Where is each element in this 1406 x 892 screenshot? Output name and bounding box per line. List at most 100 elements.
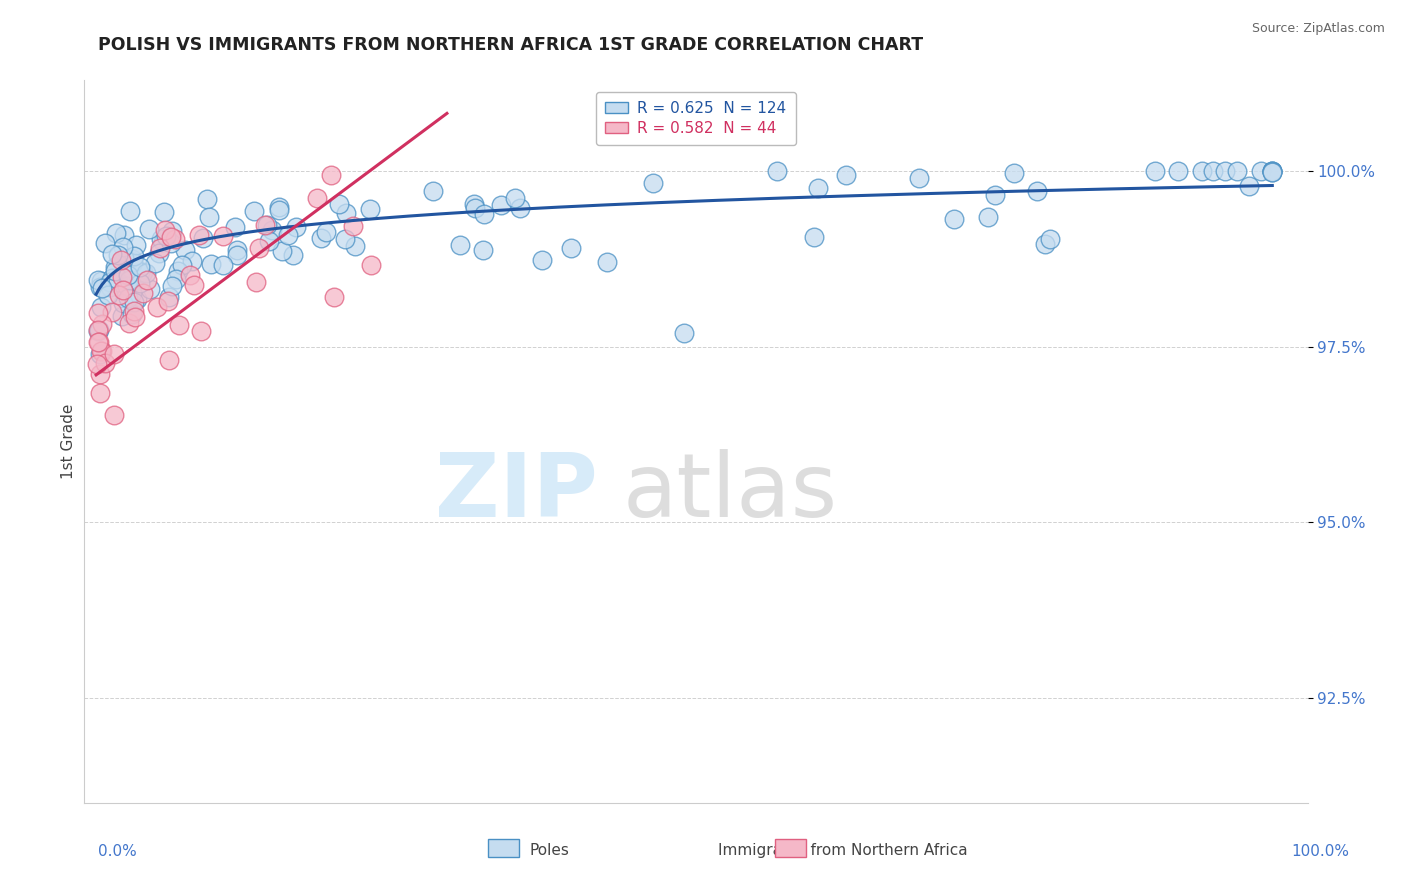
Point (152, 205, 174, 219)
Point (125, 238, 148, 252)
Point (174, 243, 197, 257)
Point (100, 305, 122, 319)
Point (149, 241, 172, 255)
Point (87, 324, 110, 338)
Point (530, 252, 553, 267)
Point (87, 335, 110, 350)
Point (977, 210, 1000, 224)
Point (121, 285, 143, 300)
Y-axis label: 1st Grade: 1st Grade (60, 404, 76, 479)
Point (131, 285, 153, 300)
Point (342, 219, 364, 234)
Point (87, 323, 110, 337)
Point (1167, 164, 1189, 178)
Point (87, 306, 110, 320)
Point (155, 223, 177, 237)
Point (323, 290, 346, 304)
Point (90, 343, 112, 358)
Point (242, 204, 264, 219)
Point (122, 255, 145, 269)
Point (1261, 165, 1284, 179)
Point (118, 273, 141, 287)
Point (124, 310, 146, 324)
Point (179, 268, 201, 282)
Point (157, 353, 180, 368)
Point (765, 164, 787, 178)
Point (333, 232, 356, 246)
Point (1213, 164, 1236, 178)
Point (97, 288, 120, 302)
Text: 0.0%: 0.0% (98, 845, 138, 859)
Point (112, 283, 135, 297)
Point (283, 248, 305, 262)
Point (643, 176, 665, 190)
Point (90, 343, 112, 358)
Point (118, 204, 141, 219)
Point (247, 241, 270, 255)
Point (91, 318, 114, 332)
Point (1033, 237, 1056, 252)
Point (1261, 164, 1284, 178)
Point (107, 287, 129, 301)
Point (1143, 164, 1166, 178)
Point (471, 243, 494, 257)
Point (212, 258, 235, 272)
Point (121, 252, 143, 266)
Point (125, 292, 148, 306)
Text: atlas: atlas (623, 449, 838, 535)
Point (89, 386, 111, 401)
Point (128, 265, 150, 279)
Point (90, 281, 112, 295)
Point (1237, 178, 1260, 193)
Point (160, 224, 183, 238)
Point (212, 229, 235, 244)
Point (596, 254, 619, 268)
Point (160, 236, 183, 251)
Point (474, 207, 496, 221)
Point (90, 300, 112, 314)
Point (835, 168, 858, 182)
Point (152, 235, 174, 250)
Point (160, 278, 183, 293)
Point (112, 296, 135, 310)
Point (180, 254, 202, 268)
Point (131, 266, 153, 280)
Point (1202, 164, 1225, 178)
Point (560, 241, 582, 255)
Point (89, 368, 111, 382)
Point (277, 227, 299, 242)
Point (257, 235, 280, 249)
Text: 100.0%: 100.0% (1292, 845, 1350, 859)
Point (226, 248, 249, 262)
Text: ZIP: ZIP (436, 449, 598, 535)
Point (509, 201, 531, 215)
Text: POLISH VS IMMIGRANTS FROM NORTHERN AFRICA 1ST GRADE CORRELATION CHART: POLISH VS IMMIGRANTS FROM NORTHERN AFRIC… (98, 36, 924, 54)
Point (125, 277, 148, 292)
Point (256, 218, 278, 232)
Point (172, 258, 194, 272)
Point (1261, 164, 1284, 178)
Point (271, 244, 294, 258)
Point (89, 334, 111, 349)
Point (135, 266, 157, 280)
Point (1191, 164, 1213, 178)
Point (1226, 164, 1249, 178)
Point (226, 244, 249, 258)
Point (156, 294, 179, 309)
Point (190, 325, 212, 339)
Point (464, 202, 486, 216)
Point (803, 229, 825, 244)
Point (103, 260, 125, 274)
Point (335, 205, 357, 219)
Point (200, 256, 222, 270)
Point (124, 249, 146, 263)
Text: Immigrants from Northern Africa: Immigrants from Northern Africa (718, 843, 967, 857)
Point (148, 246, 170, 260)
Point (146, 300, 169, 314)
Point (1038, 231, 1060, 245)
Point (111, 240, 134, 254)
Legend: R = 0.625  N = 124, R = 0.582  N = 44: R = 0.625 N = 124, R = 0.582 N = 44 (596, 92, 796, 145)
Point (315, 225, 337, 239)
Point (673, 326, 696, 340)
Point (118, 316, 141, 330)
